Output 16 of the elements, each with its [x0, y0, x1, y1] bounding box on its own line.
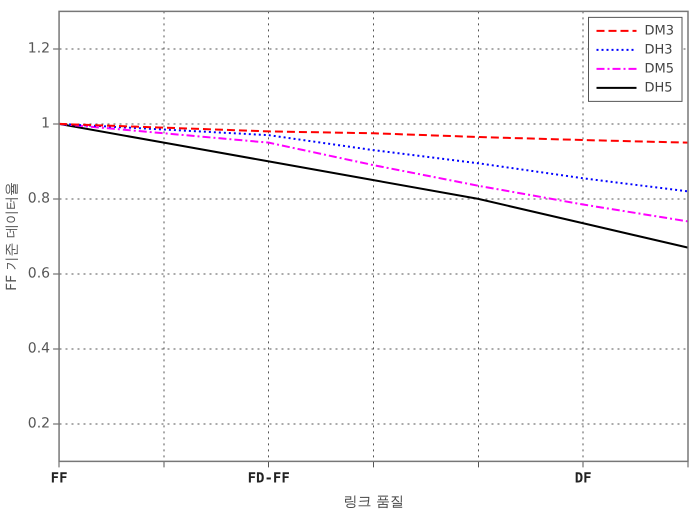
legend-label: DH3: [644, 42, 673, 58]
legend-label: DM5: [644, 61, 674, 76]
legend-label: DM3: [644, 23, 674, 38]
y-tick-label: 0.4: [28, 340, 50, 357]
x-tick-label: FF: [50, 470, 68, 486]
legend-label: DH5: [644, 80, 673, 96]
y-axis-title: FF 기준 데이터율: [4, 182, 20, 291]
x-axis-title: 링크 품질: [343, 494, 404, 510]
x-tick-label: DF: [574, 470, 592, 486]
y-tick-label: 0.6: [28, 266, 50, 282]
y-tick-label: 0.8: [28, 190, 50, 207]
y-tick-label: 0.2: [28, 416, 50, 432]
y-tick-label: 1.2: [28, 40, 50, 57]
y-tick-label: 1: [41, 116, 50, 132]
line-series: [58, 122, 689, 144]
x-tick-label: FD-FF: [248, 470, 290, 486]
